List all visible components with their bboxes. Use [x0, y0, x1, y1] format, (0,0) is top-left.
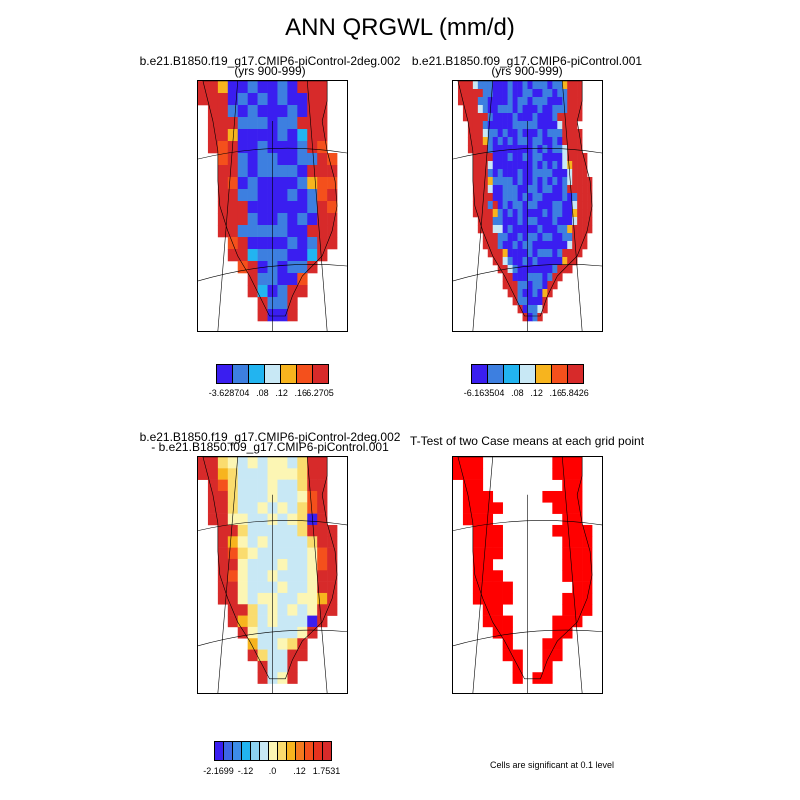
map-panel-3 [197, 456, 348, 694]
colorbar-tick-label: .04 [236, 388, 250, 398]
panel4-title-line1: T-Test of two Case means at each grid po… [409, 434, 645, 448]
colorbar-swatch [487, 364, 504, 384]
panel3-title-line2: - b.e21.B1850.f09_g17.CMIP6-piControl.00… [151, 440, 389, 454]
colorbar-2 [471, 364, 584, 384]
coastline [457, 81, 593, 317]
panel2-title-line2: (yrs 900-999) [491, 64, 563, 78]
colorbar-tick-label: 1.7531 [312, 766, 341, 776]
colorbar-tick-label: .16 [549, 388, 563, 398]
map-panel-4 [452, 456, 603, 694]
colorbar-tick-label: -2.1699 [203, 766, 234, 776]
map-cells [198, 457, 338, 684]
figure-title: ANN QRGWL (mm/d) [285, 14, 515, 41]
colorbar-3-labels: -2.1699 -.12 .0 .12 1.7531 [203, 766, 340, 778]
panel3-title-line1: b.e21.B1850.f19_g17.CMIP6-piControl-2deg… [139, 430, 401, 444]
colorbar-tick-label: .12 [275, 388, 288, 398]
panel2-title-line1: b.e21.B1850.f09_g17.CMIP6-piControl.001 [411, 54, 643, 68]
colorbar-1 [216, 364, 329, 384]
colorbar-swatch [535, 364, 552, 384]
colorbar-2-labels: -6.1635.04 .08 .12 .16 5.8426 [464, 388, 589, 400]
panel2-title: b.e21.B1850.f09_g17.CMIP6-piControl.001 … [377, 54, 677, 78]
colorbar-swatch [503, 364, 520, 384]
colorbar-tick-label: .12 [293, 766, 306, 776]
colorbar-swatch [232, 364, 249, 384]
colorbar-swatch [248, 364, 265, 384]
coastline [202, 81, 338, 317]
colorbar-tick-label: 5.8426 [561, 388, 589, 398]
colorbar-swatch [280, 364, 297, 384]
panel1-title-line2: (yrs 900-999) [234, 64, 306, 78]
graticule [198, 457, 347, 693]
colorbar-1-labels: -3.6287.04 .08 .12 .16 6.2705 [209, 388, 334, 400]
colorbar-swatch [471, 364, 488, 384]
coastline [457, 457, 593, 680]
colorbar-swatch [551, 364, 568, 384]
coastline [202, 457, 338, 680]
map-cells [457, 81, 593, 322]
colorbar-swatch [264, 364, 281, 384]
panel4-title: T-Test of two Case means at each grid po… [377, 434, 677, 448]
colorbar-3 [214, 741, 332, 761]
colorbar-tick-label: .0 [268, 766, 277, 776]
colorbar-swatch [567, 364, 584, 384]
significance-note: Cells are significant at 0.1 level [489, 760, 615, 770]
panel1-title: b.e21.B1850.f19_g17.CMIP6-piControl-2deg… [120, 54, 420, 78]
colorbar-tick-label: -3.6287 [208, 388, 240, 398]
colorbar-swatch [216, 364, 233, 384]
map-panel-1 [197, 80, 348, 332]
colorbar-swatch [519, 364, 536, 384]
graticule [453, 81, 602, 331]
map-panel-2 [452, 80, 603, 332]
map-cells [198, 81, 338, 322]
panel3-title: b.e21.B1850.f19_g17.CMIP6-piControl-2deg… [120, 430, 420, 454]
colorbar-tick-label: -.12 [237, 766, 254, 776]
colorbar-tick-label: .04 [491, 388, 505, 398]
graticule [198, 81, 347, 331]
colorbar-swatch [296, 364, 313, 384]
colorbar-swatch [322, 741, 332, 761]
colorbar-tick-label: .16 [294, 388, 308, 398]
map-cells [453, 457, 593, 684]
colorbar-tick-label: .08 [256, 388, 269, 398]
colorbar-swatch [312, 364, 329, 384]
colorbar-tick-label: 6.2705 [306, 388, 334, 398]
colorbar-tick-label: .08 [511, 388, 524, 398]
graticule [453, 457, 602, 693]
panel1-title-line1: b.e21.B1850.f19_g17.CMIP6-piControl-2deg… [139, 54, 401, 68]
colorbar-tick-label: .12 [530, 388, 543, 398]
colorbar-tick-label: -6.1635 [463, 388, 495, 398]
